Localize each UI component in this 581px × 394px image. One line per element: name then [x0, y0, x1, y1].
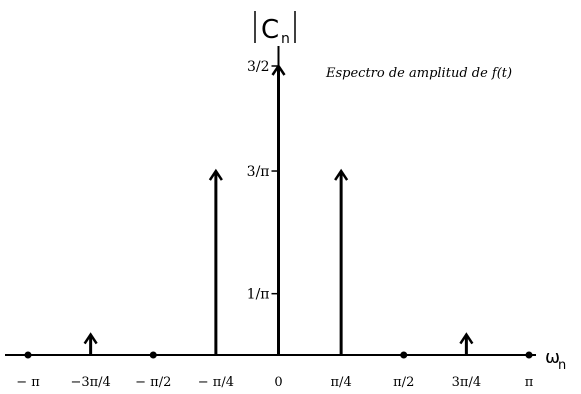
stem-zero-dot — [24, 351, 32, 359]
x-axis-label-main: ω — [545, 347, 560, 368]
stem-arrow — [459, 332, 474, 355]
stem-arrowhead — [83, 332, 98, 345]
x-tick-label: 0 — [274, 375, 282, 390]
stem-arrow — [83, 332, 98, 355]
chart-title: Espectro de amplitud de f(t) — [325, 66, 512, 81]
x-ticks: − π −3π/4 − π/2 − π/4 0 π/4 π/2 3π/4 π — [16, 375, 534, 390]
stem-arrow — [208, 168, 223, 355]
x-tick-label: − π — [16, 375, 40, 390]
stem-arrowhead — [459, 332, 474, 345]
x-tick-label: − π/2 — [135, 375, 171, 390]
y-axis-label: C n — [254, 11, 296, 47]
y-tick-label: 3/π — [247, 164, 270, 180]
axes — [5, 46, 536, 356]
stem-arrowhead — [334, 168, 349, 181]
y-tick-label: 1/π — [247, 287, 270, 303]
stems — [24, 63, 533, 359]
stem-zero-dot — [149, 351, 157, 359]
x-tick-label: π — [525, 375, 534, 390]
stem-zero-dot — [525, 351, 533, 359]
y-ticks: 1/π 3/π 3/2 — [247, 59, 279, 303]
stem-arrow — [271, 63, 286, 355]
y-tick-label: 3/2 — [247, 59, 270, 75]
x-tick-label: − π/4 — [198, 375, 234, 390]
stem-arrowhead — [208, 168, 223, 181]
x-tick-label: π/4 — [331, 375, 352, 390]
x-tick-label: π/2 — [393, 375, 414, 390]
stem-arrowhead — [271, 63, 286, 76]
x-tick-label: −3π/4 — [70, 375, 110, 390]
stem-zero-dot — [400, 351, 408, 359]
y-axis-label-sub: n — [281, 31, 290, 47]
x-axis-label: ω n — [545, 347, 566, 373]
y-axis-label-main: C — [261, 15, 279, 45]
stem-arrow — [334, 168, 349, 355]
x-axis-label-sub: n — [558, 358, 566, 373]
x-tick-label: 3π/4 — [452, 375, 481, 390]
